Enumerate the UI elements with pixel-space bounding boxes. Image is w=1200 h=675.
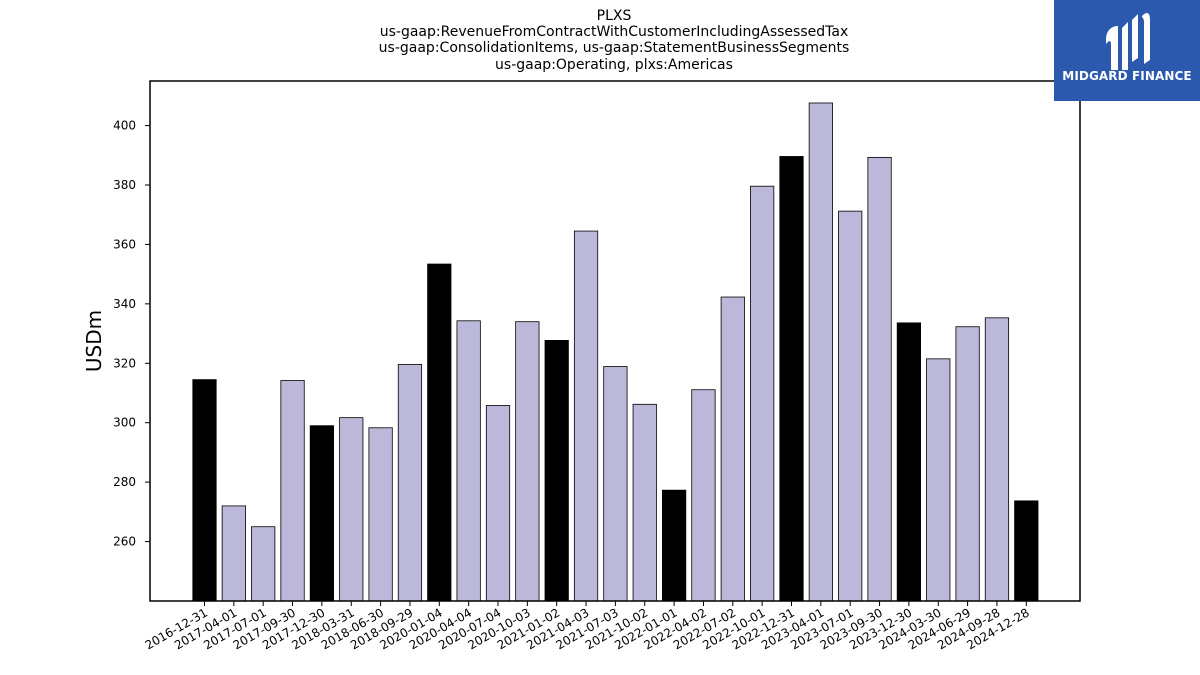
- bar-2024-03-30: [926, 358, 951, 602]
- bar-2024-09-28: [984, 317, 1010, 602]
- bar-2022-04-02: [691, 389, 716, 602]
- chart-title-line-3: us-gaap:ConsolidationItems, us-gaap:Stat…: [379, 40, 850, 56]
- y-tick-label: 340: [113, 297, 136, 311]
- bar-2016-12-31: [192, 379, 217, 602]
- y-tick-label: 320: [113, 356, 136, 370]
- bar-2017-09-30: [280, 380, 305, 602]
- bar-2021-10-02: [632, 403, 657, 602]
- bar-2023-12-30: [896, 322, 922, 602]
- bar-2018-06-30: [368, 427, 393, 602]
- bar-2020-04-04: [456, 320, 481, 602]
- bar-2021-04-03: [573, 230, 599, 602]
- bar-2018-09-29: [397, 364, 423, 602]
- logo-mark-icon: [1106, 13, 1150, 70]
- midgard-finance-logo: MIDGARD FINANCE: [1054, 0, 1200, 101]
- bar-2021-07-03: [603, 366, 628, 602]
- bar-2024-06-29: [955, 326, 980, 602]
- bar-2024-12-28: [1014, 500, 1039, 602]
- y-axis-ticks: 260 280 300 320 340 360 380 400: [113, 119, 150, 549]
- bar-2020-07-04: [485, 405, 511, 602]
- y-tick-label: 380: [113, 178, 136, 192]
- bar-2021-01-02: [544, 340, 569, 602]
- bar-2017-12-30: [309, 425, 335, 602]
- bar-2022-10-01: [750, 185, 775, 602]
- logo-text: MIDGARD FINANCE: [1062, 69, 1192, 83]
- y-tick-label: 360: [113, 237, 136, 251]
- x-axis-ticks: 2016-12-312017-04-012017-07-012017-09-30…: [143, 601, 1032, 652]
- chart-title-line-2: us-gaap:RevenueFromContractWithCustomerI…: [380, 24, 849, 40]
- y-tick-label: 300: [113, 416, 136, 430]
- bars-group: [192, 102, 1039, 602]
- y-tick-label: 260: [113, 535, 136, 549]
- bar-2020-01-04: [427, 263, 452, 602]
- bar-2017-04-01: [221, 505, 246, 602]
- bar-2022-07-02: [720, 296, 745, 602]
- bar-2017-07-01: [251, 526, 276, 602]
- plot-frame: [149, 80, 1081, 602]
- y-tick-label: 280: [113, 475, 136, 489]
- bar-2020-10-03: [515, 321, 540, 602]
- bar-2023-04-01: [808, 102, 833, 602]
- bar-2023-07-01: [838, 210, 863, 602]
- y-tick-label: 400: [113, 119, 136, 133]
- chart-title-line-1: PLXS: [597, 8, 632, 24]
- bar-2023-09-30: [867, 156, 892, 602]
- bar-2018-03-31: [339, 417, 364, 602]
- chart-title: PLXS us-gaap:RevenueFromContractWithCust…: [379, 8, 850, 73]
- bar-2022-01-01: [662, 489, 687, 602]
- bar-2022-12-31: [779, 156, 804, 602]
- y-axis-label: USDm: [82, 310, 106, 372]
- chart-title-line-4: us-gaap:Operating, plxs:Americas: [495, 57, 733, 73]
